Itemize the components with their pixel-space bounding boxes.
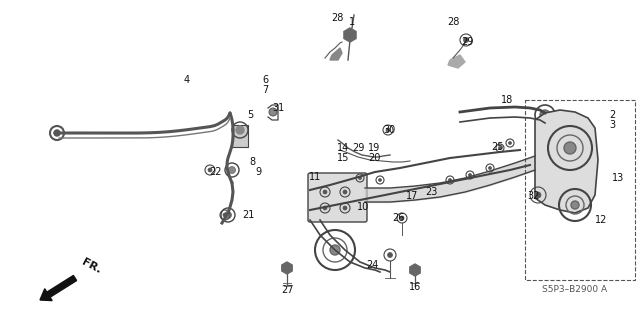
Text: 11: 11 (309, 172, 321, 182)
Text: 29: 29 (352, 143, 364, 153)
Text: 23: 23 (425, 187, 437, 197)
Circle shape (330, 245, 340, 255)
Polygon shape (344, 28, 356, 42)
Text: 4: 4 (184, 75, 190, 85)
Polygon shape (448, 55, 465, 68)
Text: 25: 25 (492, 142, 504, 152)
Text: 1: 1 (349, 17, 355, 27)
Polygon shape (330, 48, 342, 60)
Circle shape (564, 142, 576, 154)
Text: 17: 17 (406, 191, 418, 201)
Circle shape (346, 31, 354, 39)
Text: 10: 10 (357, 202, 369, 212)
Text: 15: 15 (337, 153, 349, 163)
Circle shape (343, 206, 347, 210)
Circle shape (323, 206, 327, 210)
Text: 28: 28 (447, 17, 459, 27)
FancyBboxPatch shape (308, 173, 367, 222)
Text: 14: 14 (337, 143, 349, 153)
Text: 2: 2 (609, 110, 615, 120)
Circle shape (387, 253, 392, 257)
Text: 6: 6 (262, 75, 268, 85)
Circle shape (412, 267, 419, 273)
Circle shape (228, 167, 236, 174)
Circle shape (208, 168, 212, 172)
Text: 29: 29 (461, 37, 473, 47)
Bar (525, 100, 635, 280)
Text: FR.: FR. (80, 256, 103, 275)
Circle shape (284, 265, 291, 271)
Circle shape (535, 192, 541, 198)
Bar (232, 125, 248, 147)
Text: 21: 21 (242, 210, 254, 220)
Text: 9: 9 (255, 167, 261, 177)
Circle shape (236, 126, 244, 134)
Text: 32: 32 (528, 191, 540, 201)
Circle shape (449, 179, 451, 182)
Text: S5P3–B2900 A: S5P3–B2900 A (543, 286, 607, 294)
Circle shape (509, 142, 511, 145)
Text: 20: 20 (368, 153, 380, 163)
Text: 31: 31 (272, 103, 284, 113)
Circle shape (378, 179, 381, 182)
Circle shape (343, 190, 347, 194)
Text: 22: 22 (209, 167, 221, 177)
Circle shape (540, 110, 550, 120)
Circle shape (386, 128, 390, 132)
Text: 24: 24 (366, 260, 378, 270)
Text: 27: 27 (281, 285, 293, 295)
Text: 26: 26 (392, 213, 404, 223)
Text: 30: 30 (383, 125, 395, 135)
Circle shape (468, 174, 472, 176)
Circle shape (571, 201, 579, 209)
FancyArrow shape (40, 276, 77, 300)
Text: 12: 12 (595, 215, 607, 225)
Text: 3: 3 (609, 120, 615, 130)
Circle shape (499, 146, 502, 150)
Circle shape (225, 211, 232, 219)
Text: 18: 18 (501, 95, 513, 105)
Circle shape (223, 213, 227, 217)
Circle shape (54, 130, 60, 136)
Text: 28: 28 (331, 13, 343, 23)
Circle shape (488, 167, 492, 169)
Circle shape (269, 108, 277, 116)
Text: 13: 13 (612, 173, 624, 183)
Text: 16: 16 (409, 282, 421, 292)
Circle shape (323, 190, 327, 194)
Circle shape (358, 176, 362, 180)
Polygon shape (535, 110, 598, 213)
Polygon shape (282, 262, 292, 274)
Text: 19: 19 (368, 143, 380, 153)
Circle shape (463, 38, 468, 42)
Text: 8: 8 (249, 157, 255, 167)
Text: 5: 5 (247, 110, 253, 120)
Circle shape (400, 216, 404, 220)
Text: 7: 7 (262, 85, 268, 95)
Polygon shape (410, 264, 420, 276)
